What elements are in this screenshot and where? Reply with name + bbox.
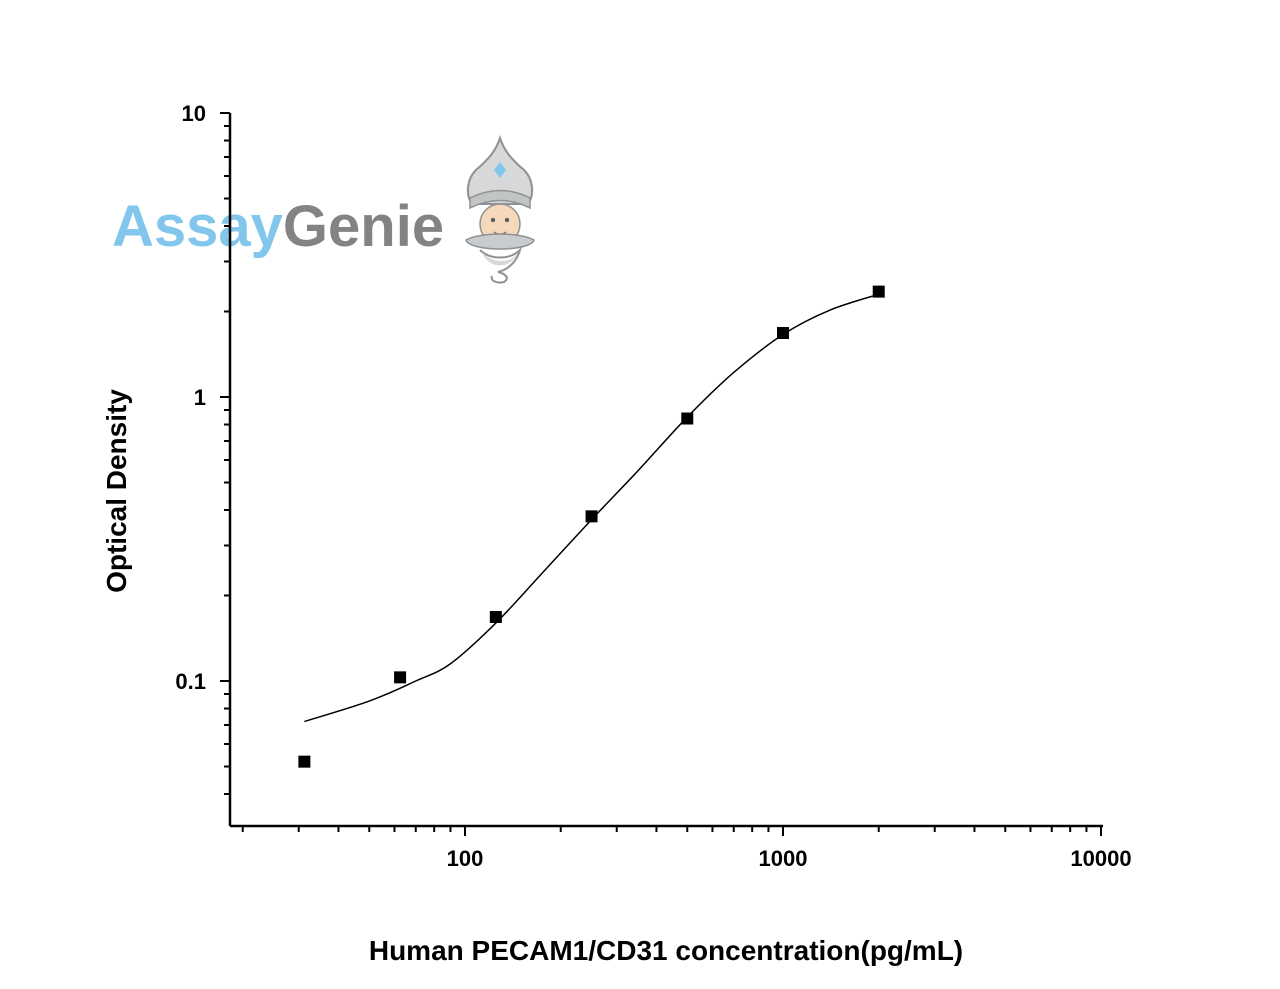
tick-label-group: 100 1000 10000 10 1 0.1 xyxy=(175,101,1131,871)
data-point xyxy=(681,412,694,425)
logo-assay-text: Assay xyxy=(112,194,283,259)
y-axis-title: Optical Density xyxy=(101,389,132,593)
data-point xyxy=(872,285,885,298)
x-tick-label: 100 xyxy=(447,846,484,871)
data-point xyxy=(585,510,598,523)
logo-genie-text: Genie xyxy=(283,194,444,259)
logo-text: AssayGenie xyxy=(112,194,444,259)
y-tick-label: 1 xyxy=(194,385,206,410)
data-point xyxy=(777,327,789,340)
data-point xyxy=(394,671,407,684)
y-tick-label: 10 xyxy=(182,101,206,126)
data-point-group xyxy=(298,285,885,768)
y-tick-label: 0.1 xyxy=(175,669,206,694)
x-tick-label: 10000 xyxy=(1070,846,1131,871)
data-point xyxy=(298,755,311,768)
tick-group xyxy=(220,112,1102,836)
data-point xyxy=(489,611,502,624)
fit-curve-line xyxy=(304,293,879,723)
genie-mascot-icon xyxy=(465,134,535,284)
x-axis-title: Human PECAM1/CD31 concentration(pg/mL) xyxy=(369,935,963,966)
assay-genie-logo: AssayGenie xyxy=(112,134,535,284)
x-tick-label: 1000 xyxy=(759,846,808,871)
